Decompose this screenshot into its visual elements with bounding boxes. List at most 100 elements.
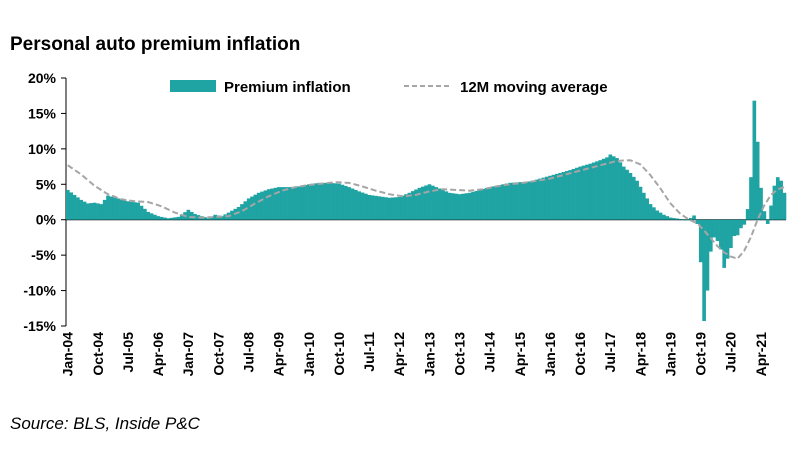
x-tick-label: Apr-18	[632, 332, 648, 377]
bar	[243, 201, 248, 220]
bar	[672, 218, 676, 220]
bar	[96, 203, 100, 220]
bar-series-premium-inflation	[66, 100, 787, 322]
bar	[173, 217, 177, 220]
bar	[541, 177, 546, 220]
bar	[658, 212, 663, 220]
bar	[769, 205, 773, 220]
bar	[407, 192, 412, 220]
legend-label-premium-inflation: Premium inflation	[224, 79, 351, 96]
bar	[682, 219, 686, 221]
x-tick-label: Jul-17	[602, 332, 618, 373]
x-tick-label: Jan-07	[180, 332, 196, 377]
x-tick-label: Jul-05	[120, 332, 136, 373]
bar	[240, 204, 244, 220]
line-series-12m-moving-average	[67, 159, 785, 260]
bar	[139, 205, 144, 220]
bar	[384, 197, 388, 220]
bar	[722, 219, 727, 268]
bar	[213, 214, 217, 220]
bar	[601, 158, 606, 220]
bar	[477, 189, 482, 220]
bar	[578, 166, 583, 220]
x-tick-label: Oct-19	[693, 332, 709, 376]
bar	[538, 178, 542, 220]
bar	[206, 218, 211, 220]
bar	[256, 192, 261, 220]
bar	[129, 201, 134, 220]
bar	[749, 177, 753, 220]
bar	[675, 218, 680, 220]
bar	[642, 192, 646, 220]
bar	[313, 183, 318, 220]
bar	[514, 182, 519, 220]
bar	[119, 199, 124, 220]
x-tick-label: Apr-09	[271, 332, 287, 377]
bar	[122, 200, 127, 220]
bar	[544, 176, 549, 220]
x-tick-label: Apr-21	[753, 332, 769, 377]
bar	[163, 217, 167, 220]
bar	[364, 193, 368, 220]
bar	[106, 195, 110, 220]
y-tick-label: 0%	[36, 212, 57, 228]
bar	[169, 217, 174, 220]
bar	[367, 194, 372, 220]
x-tick-label: Apr-12	[391, 332, 407, 377]
bar	[668, 217, 673, 220]
y-tick-label: -10%	[23, 283, 56, 299]
bar	[762, 211, 767, 220]
bar	[377, 196, 382, 220]
chart-title: Personal auto premium inflation	[10, 34, 301, 55]
x-tick-label: Apr-15	[512, 332, 528, 377]
bar	[765, 219, 770, 224]
x-tick-label: Oct-04	[90, 332, 106, 376]
bar	[404, 194, 408, 220]
bar	[688, 217, 693, 220]
bar	[280, 187, 284, 220]
bar	[300, 185, 305, 220]
bar	[132, 202, 137, 220]
bar	[72, 194, 77, 220]
bar	[210, 216, 214, 220]
bar	[782, 192, 787, 220]
bar	[223, 214, 228, 220]
bar	[719, 219, 723, 250]
bar	[86, 203, 90, 220]
bar	[203, 217, 207, 220]
x-tick-label: Oct-16	[572, 332, 588, 376]
y-tick-label: -5%	[31, 247, 56, 263]
bar	[745, 209, 750, 220]
bar	[327, 182, 331, 220]
bar	[76, 197, 80, 220]
bar	[112, 197, 117, 220]
bar	[166, 218, 171, 220]
bar	[220, 216, 224, 220]
bar	[665, 216, 670, 220]
y-tick-label: 5%	[36, 176, 57, 192]
bar	[739, 219, 743, 229]
bar	[735, 219, 740, 236]
bar	[662, 214, 666, 220]
bar	[571, 168, 576, 220]
bar	[293, 186, 298, 220]
y-tick-label: 15%	[28, 105, 57, 121]
bar	[524, 181, 529, 220]
x-tick-label: Apr-06	[150, 332, 166, 377]
legend-swatch-premium-inflation	[170, 80, 216, 92]
bar	[534, 179, 539, 220]
bar	[451, 193, 455, 220]
bar	[678, 219, 683, 220]
x-tick-label: Oct-10	[331, 332, 347, 376]
bar	[317, 182, 321, 220]
bar	[652, 207, 656, 220]
bar	[491, 186, 495, 220]
bar	[755, 141, 760, 220]
legend: Premium inflation 12M moving average	[170, 79, 608, 96]
bar	[126, 201, 130, 220]
bar	[109, 196, 114, 220]
bar	[759, 187, 763, 220]
bar	[340, 184, 345, 220]
bar	[270, 188, 274, 220]
